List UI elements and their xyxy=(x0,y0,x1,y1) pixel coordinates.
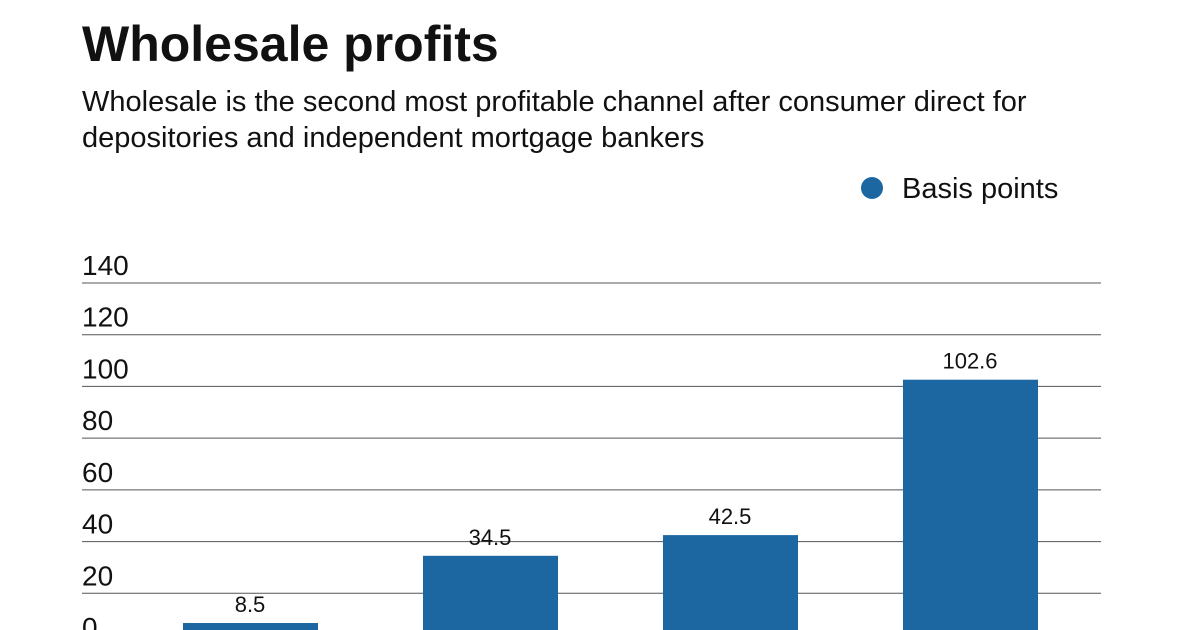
legend-marker xyxy=(861,177,883,199)
value-label: 34.5 xyxy=(469,525,512,550)
y-tick-label: 60 xyxy=(82,457,113,488)
chart-title: Wholesale profits xyxy=(82,16,499,72)
y-tick-label: 20 xyxy=(82,560,113,591)
value-label: 102.6 xyxy=(942,349,997,374)
y-tick-label: 0 xyxy=(82,612,98,630)
value-label: 42.5 xyxy=(709,504,752,529)
y-tick-label: 40 xyxy=(82,509,113,540)
bar xyxy=(663,535,798,630)
bar xyxy=(903,379,1038,630)
value-label: 8.5 xyxy=(235,592,266,617)
y-tick-label: 120 xyxy=(82,302,129,333)
y-tick-label: 80 xyxy=(82,405,113,436)
legend-label: Basis points xyxy=(902,173,1058,205)
y-tick-label: 140 xyxy=(82,250,129,281)
bar xyxy=(423,555,558,630)
chart-subtitle: Wholesale is the second most profitable … xyxy=(82,86,1027,154)
bar xyxy=(183,623,318,630)
y-tick-label: 100 xyxy=(82,353,129,384)
